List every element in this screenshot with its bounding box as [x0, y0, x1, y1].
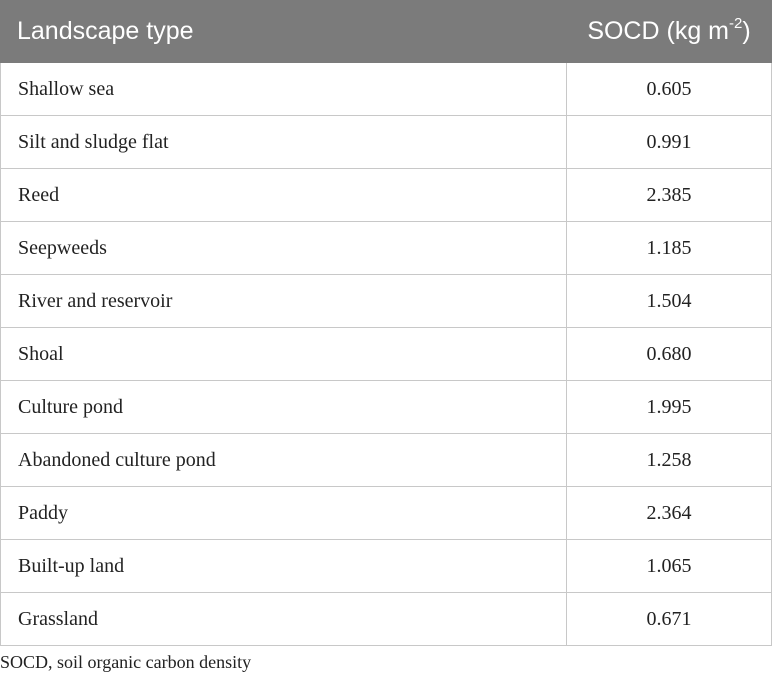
table-row: River and reservoir 1.504	[0, 274, 772, 328]
landscape-type-cell: Silt and sludge flat	[0, 115, 567, 169]
landscape-type-cell: River and reservoir	[0, 274, 567, 328]
table-row: Culture pond 1.995	[0, 380, 772, 434]
socd-value-cell: 0.991	[566, 115, 772, 169]
socd-value-cell: 1.185	[566, 221, 772, 275]
landscape-type-cell: Shoal	[0, 327, 567, 381]
landscape-type-cell: Shallow sea	[0, 62, 567, 116]
landscape-type-cell: Culture pond	[0, 380, 567, 434]
data-table-container: Landscape type SOCD (kg m-2) Shallow sea…	[0, 0, 772, 646]
socd-value-cell: 1.258	[566, 433, 772, 487]
header-socd-text: SOCD (kg m	[587, 17, 729, 45]
header-landscape-type: Landscape type	[0, 0, 567, 63]
socd-value-cell: 0.680	[566, 327, 772, 381]
socd-table: Landscape type SOCD (kg m-2) Shallow sea…	[0, 0, 772, 646]
table-row: Paddy 2.364	[0, 486, 772, 540]
socd-value-cell: 2.385	[566, 168, 772, 222]
header-socd-superscript: -2	[729, 14, 743, 32]
table-header: Landscape type SOCD (kg m-2)	[0, 0, 772, 63]
table-footnote: SOCD, soil organic carbon density	[0, 652, 252, 672]
socd-value-cell: 1.995	[566, 380, 772, 434]
socd-value-cell: 0.605	[566, 62, 772, 116]
landscape-type-cell: Paddy	[0, 486, 567, 540]
table-row: Built-up land 1.065	[0, 539, 772, 593]
landscape-type-cell: Seepweeds	[0, 221, 567, 275]
socd-value-cell: 1.065	[566, 539, 772, 593]
table-row: Reed 2.385	[0, 168, 772, 222]
header-row: Landscape type SOCD (kg m-2)	[0, 0, 772, 63]
table-row: Seepweeds 1.185	[0, 221, 772, 275]
table-body: Shallow sea 0.605 Silt and sludge flat 0…	[0, 62, 772, 646]
landscape-type-cell: Grassland	[0, 592, 567, 646]
table-row: Grassland 0.671	[0, 592, 772, 646]
table-row: Silt and sludge flat 0.991	[0, 115, 772, 169]
header-socd-close: )	[742, 17, 751, 45]
table-row: Shallow sea 0.605	[0, 62, 772, 116]
socd-value-cell: 2.364	[566, 486, 772, 540]
landscape-type-cell: Abandoned culture pond	[0, 433, 567, 487]
table-row: Abandoned culture pond 1.258	[0, 433, 772, 487]
header-socd: SOCD (kg m-2)	[566, 0, 772, 63]
landscape-type-cell: Built-up land	[0, 539, 567, 593]
landscape-type-cell: Reed	[0, 168, 567, 222]
socd-value-cell: 1.504	[566, 274, 772, 328]
socd-value-cell: 0.671	[566, 592, 772, 646]
table-row: Shoal 0.680	[0, 327, 772, 381]
